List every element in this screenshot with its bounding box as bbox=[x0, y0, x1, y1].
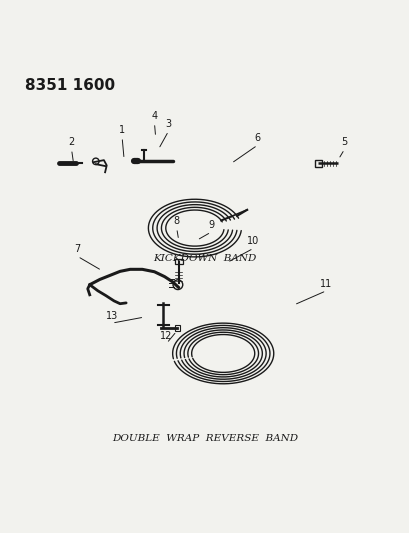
FancyBboxPatch shape bbox=[314, 160, 321, 167]
Text: 10: 10 bbox=[247, 236, 259, 246]
Text: 3: 3 bbox=[165, 119, 171, 129]
FancyBboxPatch shape bbox=[174, 259, 182, 264]
Text: 1: 1 bbox=[119, 125, 125, 135]
Text: 5: 5 bbox=[341, 137, 347, 147]
Text: 9: 9 bbox=[207, 220, 213, 230]
Text: 4: 4 bbox=[151, 111, 157, 121]
FancyBboxPatch shape bbox=[174, 325, 180, 331]
Text: 13: 13 bbox=[106, 311, 118, 321]
Text: 7: 7 bbox=[74, 244, 81, 254]
Text: 8351 1600: 8351 1600 bbox=[25, 78, 115, 93]
Text: 11: 11 bbox=[319, 279, 332, 289]
Text: 8: 8 bbox=[173, 216, 179, 226]
Text: 2: 2 bbox=[68, 137, 74, 147]
Text: KICKDOWN  BAND: KICKDOWN BAND bbox=[153, 254, 256, 263]
Text: 12: 12 bbox=[160, 332, 172, 341]
Text: DOUBLE  WRAP  REVERSE  BAND: DOUBLE WRAP REVERSE BAND bbox=[112, 434, 297, 443]
Text: 6: 6 bbox=[254, 133, 260, 143]
